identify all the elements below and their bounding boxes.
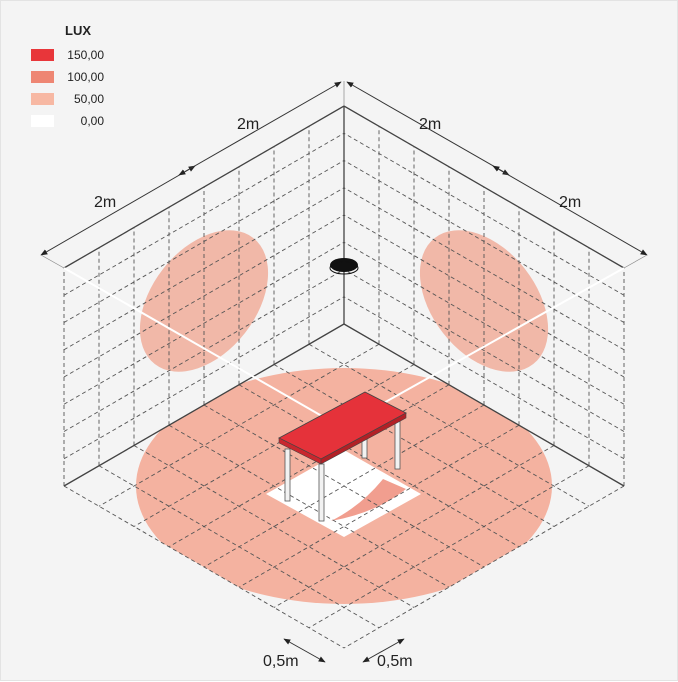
grid-line [133,445,415,608]
grid-line [343,214,625,378]
grid-line [343,485,625,649]
grid-line [63,296,345,460]
light-rays [63,267,625,428]
legend-row-150: 150,00 [31,44,104,66]
grid-line [63,241,345,405]
grid-line [63,485,345,649]
legend-swatch-50 [31,93,54,105]
legend-row-0: 0,00 [31,110,104,132]
grid-line [343,296,625,460]
grid-line [308,465,590,629]
dimension-label-bottom-left: 0,5m [263,653,299,670]
grid-line [308,343,590,507]
grid-line [343,241,625,405]
legend-value-150: 150,00 [67,48,104,62]
left-wall-illuminance [139,230,269,372]
dimension-lines [40,81,648,663]
grid-line [98,343,380,507]
lux-legend: LUX 150,00 100,00 50,00 0,00 [31,23,104,132]
right-wall-illuminance [419,230,549,372]
dimension-label-bottom-right: 0,5m [377,653,413,670]
grid-line [168,424,450,588]
grid-line [238,424,520,588]
ceiling-lamp [329,258,359,275]
legend-swatch-150 [31,49,54,61]
table-shadow-area [266,450,421,537]
dimension-label-right-outer: 2m [559,194,581,211]
legend-swatch-0 [31,115,54,127]
dimension-label-left-inner: 2m [237,116,259,133]
grid-line [63,214,345,378]
legend-value-100: 100,00 [67,70,104,84]
legend-value-0: 0,00 [80,114,104,128]
grid-line [273,445,555,608]
legend-row-50: 50,00 [31,88,104,110]
table [278,391,407,522]
legend-title: LUX [65,23,91,38]
grid-line [63,269,345,432]
legend-swatch-100 [31,71,54,83]
grid-line [203,404,485,568]
legend-row-100: 100,00 [31,66,104,88]
grid-line [343,269,625,432]
legend-value-50: 50,00 [73,92,104,106]
grid-line [98,465,380,629]
dimension-label-left-outer: 2m [94,194,116,211]
dimension-label-right-inner: 2m [419,116,441,133]
